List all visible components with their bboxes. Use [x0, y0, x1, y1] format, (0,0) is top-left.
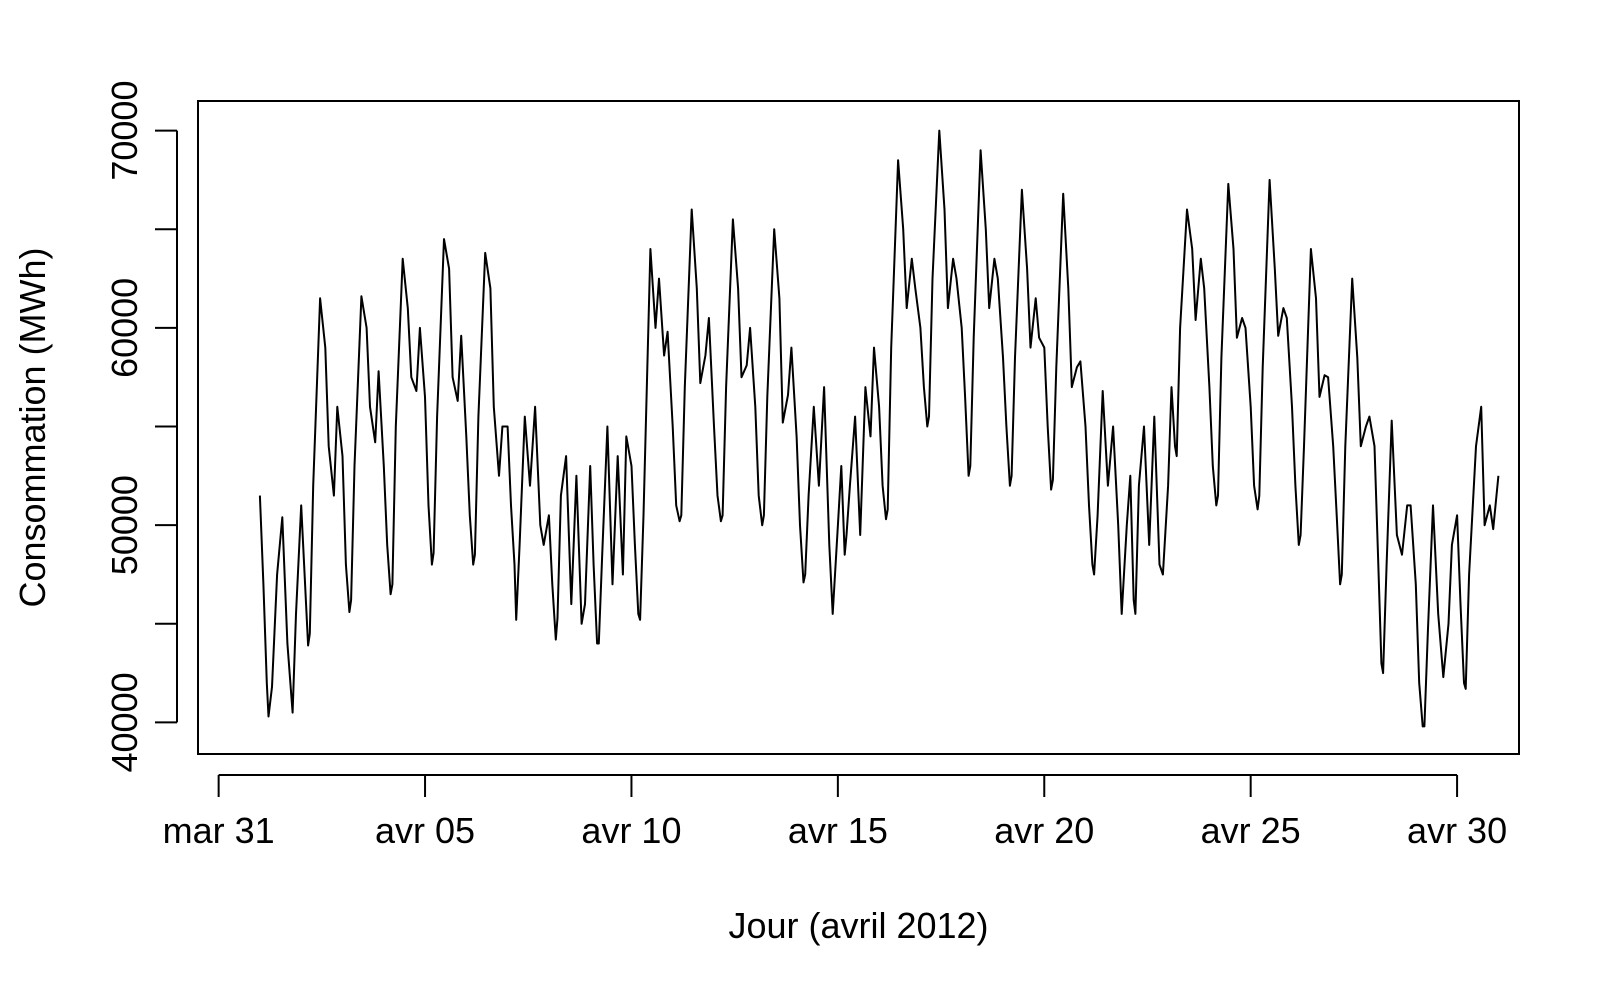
x-axis: mar 31 avr 05 avr 10 avr 15 avr 20 avr 25 avr …: [163, 774, 1507, 851]
y-axis: 40000 50000 60000 70000: [104, 81, 178, 772]
y-tick-label: 70000: [104, 81, 145, 181]
x-tick-label: avr 10: [581, 810, 681, 851]
y-tick-label: 40000: [104, 672, 145, 772]
x-axis-label: Jour (avril 2012): [728, 905, 988, 946]
series-line: [258, 129, 1500, 728]
x-tick-label: avr 20: [994, 810, 1094, 851]
x-tick-label: mar 31: [163, 810, 275, 851]
y-axis-label: Consommation (MWh): [12, 247, 53, 607]
x-tick-label: avr 30: [1407, 810, 1507, 851]
x-tick-label: avr 05: [375, 810, 475, 851]
x-tick-label: avr 15: [788, 810, 888, 851]
y-tick-label: 50000: [104, 475, 145, 575]
x-tick-label: avr 25: [1201, 810, 1301, 851]
y-tick-label: 60000: [104, 278, 145, 378]
plot-frame: [197, 100, 1520, 755]
